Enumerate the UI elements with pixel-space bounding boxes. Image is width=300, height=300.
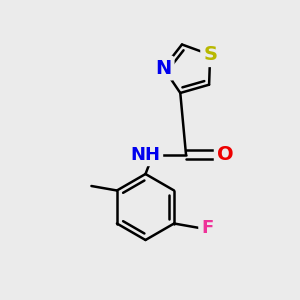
Text: NH: NH [130, 146, 160, 164]
Text: S: S [203, 45, 217, 64]
Text: O: O [217, 145, 233, 164]
Text: F: F [201, 219, 213, 237]
Text: N: N [155, 58, 172, 78]
